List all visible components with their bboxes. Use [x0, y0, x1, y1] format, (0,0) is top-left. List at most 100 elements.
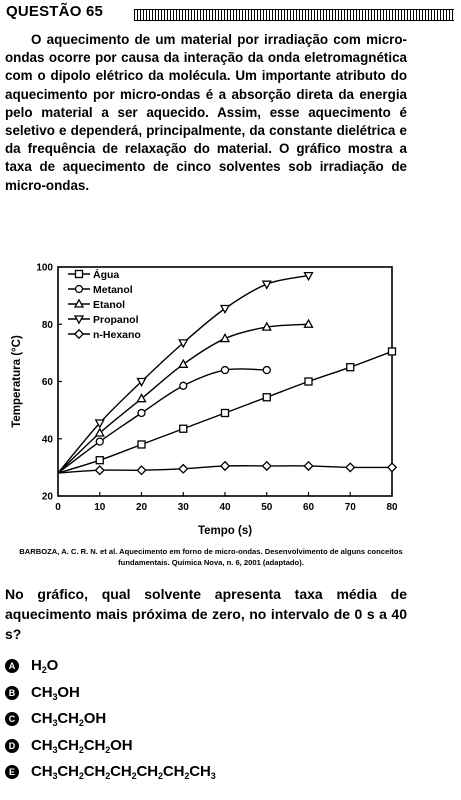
data-point-propanol	[219, 304, 231, 315]
data-point-n-hexano	[94, 465, 105, 476]
formula-subscript: 3	[52, 744, 58, 755]
formula-part: CH	[57, 710, 79, 727]
legend-marker-agua	[74, 269, 84, 279]
formula-part: CH	[31, 736, 53, 754]
legend-label-agua: Água	[93, 268, 119, 281]
formula-part: CH	[110, 763, 132, 780]
data-point-propanol	[178, 339, 189, 349]
formula-subscript: 2	[157, 771, 163, 781]
option-a[interactable]: A H2O	[5, 657, 216, 675]
data-point-propanol	[94, 419, 105, 429]
option-letter-badge: C	[5, 712, 19, 726]
data-point-metanol	[95, 437, 104, 446]
y-tick-label: 60	[42, 377, 54, 388]
legend-label-metanol: Metanol	[93, 284, 133, 296]
data-point-etanol	[303, 318, 314, 328]
x-tick-label: 70	[345, 502, 357, 513]
option-letter-badge: B	[5, 685, 19, 700]
answer-options: A H2O B CH3OH C CH3CH2OH D CH3CH2CH2OH E CH3CH2CH…	[5, 657, 216, 790]
formula-subscript: 2	[184, 771, 190, 781]
data-point-agua	[304, 377, 313, 386]
data-point-agua	[220, 408, 230, 418]
source-citation: BARBOZA, A. C. R. N. et al. Aquecimento …	[19, 547, 403, 567]
y-tick-label: 100	[36, 263, 53, 274]
formula-part: O	[46, 657, 59, 674]
formula-part: CH	[31, 710, 53, 727]
option-c[interactable]: C CH3CH2OH	[5, 710, 216, 728]
formula-water: H2O	[31, 657, 58, 675]
question-header: QUESTÃO 65	[6, 3, 455, 23]
legend-marker-etanol	[73, 298, 85, 308]
x-tick-label: 60	[303, 502, 315, 513]
formula-part: CH	[57, 736, 79, 754]
option-letter-badge: D	[5, 738, 19, 753]
data-point-n-hexano	[386, 462, 398, 473]
series-line-metanol	[57, 368, 267, 474]
legend-marker-metanol	[74, 284, 84, 294]
formula-subscript: 3	[210, 771, 216, 781]
x-tick-label: 10	[94, 502, 106, 513]
data-point-n-hexano	[345, 462, 356, 473]
data-point-agua	[346, 363, 355, 372]
legend-label-n-hexano: n-Hexano	[93, 329, 141, 341]
legend-marker-n-hexano	[73, 328, 85, 340]
y-tick-label: 40	[42, 434, 54, 445]
formula-part: CH	[83, 736, 106, 754]
formula-heptane: CH3CH2CH2CH2CH2CH2CH3	[31, 763, 216, 781]
data-point-etanol	[219, 333, 231, 343]
data-point-metanol	[220, 365, 230, 375]
data-point-agua	[137, 440, 146, 449]
option-b[interactable]: B CH3OH	[5, 684, 216, 702]
formula-part: CH	[136, 763, 159, 780]
formula-subscript: 2	[78, 771, 84, 781]
formula-subscript: 3	[52, 691, 58, 702]
legend-label-etanol: Etanol	[93, 299, 125, 311]
data-point-n-hexano	[178, 463, 189, 474]
question-passage: O aquecimento de um material por irradia…	[5, 32, 407, 193]
option-d[interactable]: D CH3CH2CH2OH	[5, 737, 216, 755]
x-tick-label: 30	[178, 502, 190, 513]
x-tick-label: 40	[219, 502, 231, 513]
formula-part: OH	[57, 683, 80, 701]
data-point-propanol	[136, 377, 147, 388]
data-point-agua	[262, 393, 271, 402]
data-point-agua	[387, 347, 397, 356]
formula-part: CH	[57, 763, 79, 780]
data-point-metanol	[179, 381, 188, 390]
formula-subscript: 2	[78, 744, 84, 755]
data-point-etanol	[136, 393, 147, 403]
data-point-etanol	[178, 358, 189, 368]
question-prompt: No gráfico, qual solvente apresenta taxa…	[5, 586, 407, 642]
formula-part: CH	[83, 763, 106, 780]
x-tick-label: 50	[261, 502, 273, 513]
data-point-metanol	[262, 365, 271, 375]
x-tick-label: 20	[136, 502, 148, 513]
option-e[interactable]: E CH3CH2CH2CH2CH2CH2CH3	[5, 763, 216, 781]
formula-part: CH	[31, 763, 53, 780]
formula-subscript: 2	[41, 665, 47, 675]
formula-ethanol: CH3CH2OH	[31, 710, 106, 728]
data-point-propanol	[303, 271, 314, 282]
formula-part: H	[31, 657, 42, 674]
y-tick-label: 80	[42, 320, 54, 331]
option-letter-badge: E	[5, 765, 19, 779]
formula-subscript: 2	[131, 771, 137, 781]
data-point-agua	[179, 424, 188, 433]
heating-rate-chart: 0 10 20 30 40 50 60 70 80 20 40 60 80 100 Tempo (s) Tem…	[11, 263, 398, 538]
option-letter-badge: A	[5, 659, 19, 673]
data-point-propanol	[261, 280, 272, 290]
data-point-n-hexano	[303, 460, 314, 472]
data-point-metanol	[137, 408, 146, 418]
formula-part: CH	[31, 683, 53, 701]
data-point-agua	[95, 456, 104, 465]
formula-subscript: 2	[105, 744, 111, 755]
formula-subscript: 3	[52, 718, 58, 728]
data-point-n-hexano	[136, 465, 147, 476]
formula-propanol: CH3CH2CH2OH	[31, 736, 133, 755]
y-tick-label: 20	[42, 492, 54, 503]
legend-label-propanol: Propanol	[93, 314, 139, 326]
formula-subscript: 2	[78, 718, 84, 728]
data-point-n-hexano	[219, 460, 231, 472]
question-number: QUESTÃO 65	[6, 3, 104, 20]
